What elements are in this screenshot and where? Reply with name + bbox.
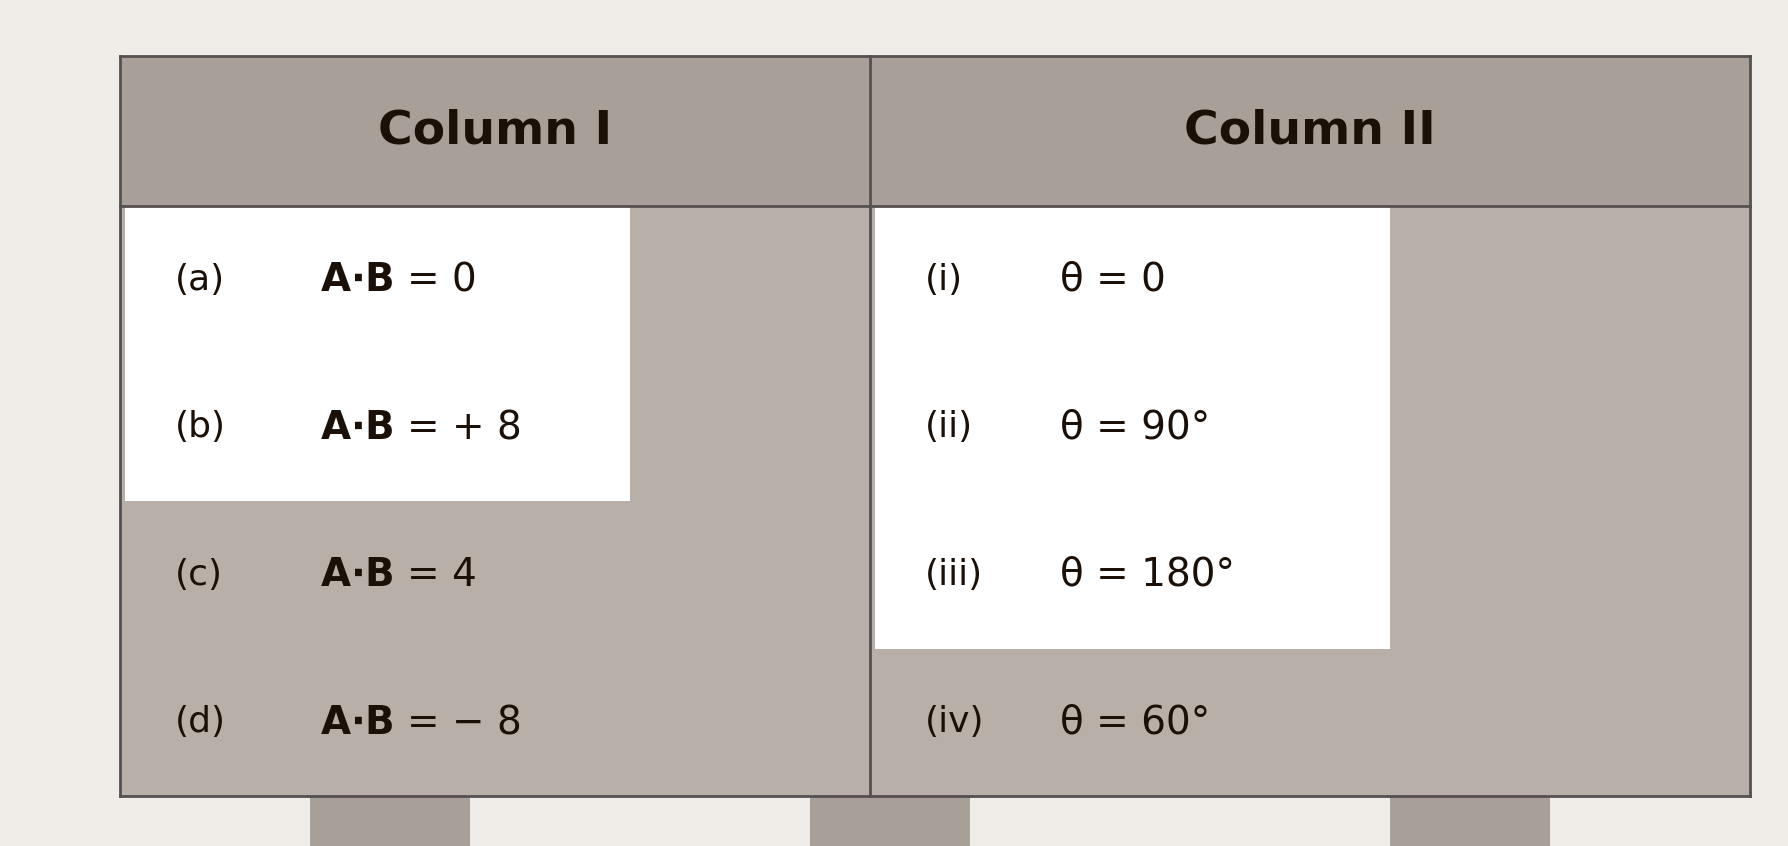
Text: (a): (a) — [175, 263, 225, 297]
Bar — [120, 56, 1750, 206]
Text: (i): (i) — [924, 263, 964, 297]
Bar — [810, 796, 971, 846]
Text: $\mathbf{A{\cdot}B}$ = − 8: $\mathbf{A{\cdot}B}$ = − 8 — [320, 703, 520, 741]
Text: θ = 180°: θ = 180° — [1060, 556, 1236, 594]
Text: θ = 60°: θ = 60° — [1060, 703, 1210, 741]
Text: Column II: Column II — [1184, 108, 1436, 153]
Text: (iii): (iii) — [924, 558, 983, 591]
Bar — [1389, 796, 1550, 846]
Bar — [874, 206, 1389, 649]
Text: $\mathbf{A{\cdot}B}$ = 0: $\mathbf{A{\cdot}B}$ = 0 — [320, 261, 476, 299]
Bar — [125, 206, 629, 501]
Text: (c): (c) — [175, 558, 224, 591]
Text: θ = 90°: θ = 90° — [1060, 409, 1210, 446]
Text: $\mathbf{A{\cdot}B}$ = + 8: $\mathbf{A{\cdot}B}$ = + 8 — [320, 409, 520, 446]
Bar — [309, 796, 470, 846]
Text: θ = 0: θ = 0 — [1060, 261, 1166, 299]
Text: (ii): (ii) — [924, 410, 973, 444]
Text: Column I: Column I — [377, 108, 611, 153]
Bar — [120, 56, 1750, 796]
Text: (d): (d) — [175, 706, 225, 739]
Text: $\mathbf{A{\cdot}B}$ = 4: $\mathbf{A{\cdot}B}$ = 4 — [320, 556, 476, 594]
Text: (b): (b) — [175, 410, 225, 444]
Text: (iv): (iv) — [924, 706, 985, 739]
